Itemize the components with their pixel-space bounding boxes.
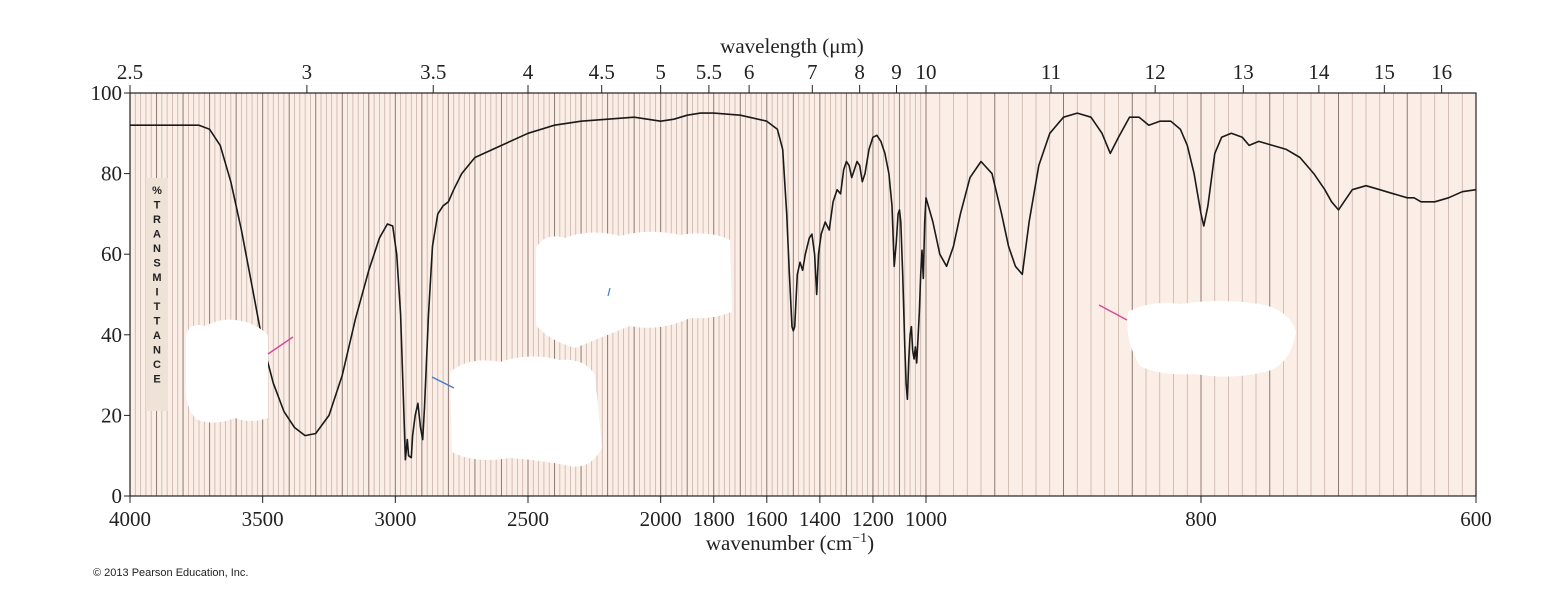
upper-tick-label: 11 — [1041, 60, 1061, 84]
upper-tick-label: 12 — [1145, 60, 1166, 84]
y-axis-ticks: 0 20 40 60 80 100 — [91, 81, 130, 508]
ylabel-letter: % — [152, 185, 162, 197]
mask-blob-lower-center — [450, 356, 602, 467]
x-axis-label: wavenumber (cm−1) — [706, 531, 874, 555]
lower-tick-label: 1400 — [799, 507, 841, 531]
ylabel-letter: C — [153, 359, 161, 371]
y-tick-label: 100 — [91, 81, 123, 105]
upper-tick-label: 3 — [302, 60, 313, 84]
copyright-text: © 2013 Pearson Education, Inc. — [93, 567, 248, 579]
lower-tick-label: 1600 — [746, 507, 788, 531]
ylabel-letter: N — [153, 345, 161, 357]
lower-tick-label: 2000 — [640, 507, 682, 531]
lower-tick-label: 3000 — [374, 507, 416, 531]
redaction-masks — [185, 231, 1296, 467]
lower-axis-ticks: 4000 3500 3000 2500 2000 1800 1600 1400 1200 1000… — [109, 496, 1492, 531]
lower-tick-label: 3500 — [242, 507, 284, 531]
upper-tick-label: 15 — [1374, 60, 1395, 84]
annotation-mark-blue-small — [607, 287, 611, 297]
upper-tick-label: 4 — [523, 60, 534, 84]
upper-tick-label: 2.5 — [117, 60, 143, 84]
plot-area-background — [130, 93, 1476, 496]
upper-tick-label: 14 — [1308, 60, 1330, 84]
y-tick-label: 0 — [112, 484, 123, 508]
mask-blob-left — [185, 319, 268, 423]
upper-tick-label: 8 — [854, 60, 865, 84]
annotation-mark-magenta-left — [267, 336, 294, 355]
plot-frame — [129, 92, 1477, 497]
x2-axis-label: wavelength (μm) — [720, 34, 864, 58]
ylabel-letter: I — [155, 287, 158, 299]
lower-tick-label: 800 — [1185, 507, 1217, 531]
ylabel-letter: N — [153, 243, 161, 255]
ylabel-letter: A — [153, 330, 161, 342]
upper-tick-label: 4.5 — [589, 60, 615, 84]
upper-tick-label: 5 — [655, 60, 666, 84]
annotation-mark-magenta-right — [1098, 304, 1128, 321]
lower-tick-label: 1000 — [905, 507, 947, 531]
upper-tick-label: 3.5 — [420, 60, 446, 84]
ylabel-letter: S — [153, 258, 160, 270]
y-tick-label: 20 — [101, 403, 122, 427]
lower-tick-label: 1200 — [852, 507, 894, 531]
ylabel-letter: M — [152, 272, 161, 284]
ylabel-letter: A — [153, 229, 161, 241]
lower-tick-label: 1800 — [693, 507, 735, 531]
upper-tick-label: 5.5 — [696, 60, 722, 84]
ylabel-letter: T — [154, 316, 161, 328]
y-tick-label: 80 — [101, 162, 122, 186]
upper-tick-label: 16 — [1431, 60, 1452, 84]
ylabel-box — [146, 178, 168, 411]
upper-tick-label: 10 — [916, 60, 937, 84]
ylabel-letter: E — [153, 374, 160, 386]
lower-tick-label: 4000 — [109, 507, 151, 531]
mask-blob-right — [1127, 301, 1296, 377]
spectrum-series-line — [130, 112, 1477, 461]
upper-tick-label: 9 — [891, 60, 902, 84]
upper-tick-label: 6 — [744, 60, 755, 84]
y-tick-label: 40 — [101, 323, 122, 347]
y-axis-label: % T R A N S M I T T A N C E — [152, 185, 162, 386]
upper-axis-ticks: 2.5 3 3.5 4 4.5 5 5.5 6 7 8 9 10 11 12 13 14 15 16 — [117, 60, 1452, 93]
mask-blob-top-center — [536, 231, 732, 348]
y-tick-label: 60 — [101, 242, 122, 266]
ylabel-letter: T — [154, 301, 161, 313]
lower-tick-label: 2500 — [507, 507, 549, 531]
ylabel-letter: R — [153, 214, 161, 226]
grid-lines — [129, 93, 1477, 496]
annotation-mark-blue — [431, 376, 455, 389]
lower-tick-label: 600 — [1460, 507, 1492, 531]
ylabel-letter: T — [154, 200, 161, 212]
upper-tick-label: 13 — [1233, 60, 1254, 84]
upper-tick-label: 7 — [807, 60, 818, 84]
